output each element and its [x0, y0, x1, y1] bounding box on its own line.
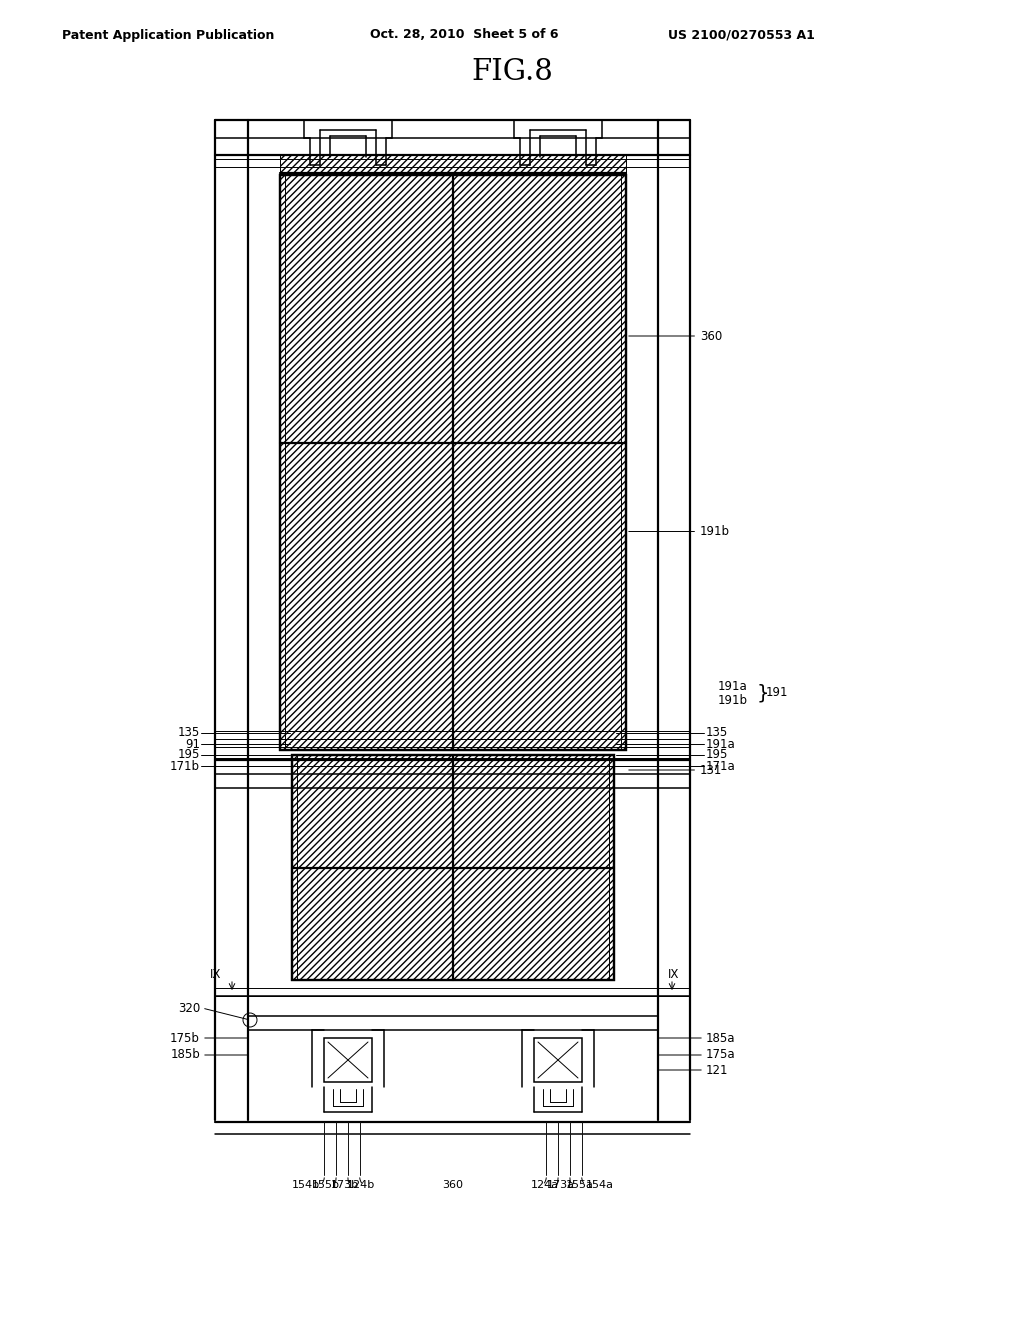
Bar	[280, 176, 626, 750]
Text: 155b: 155b	[312, 1180, 340, 1191]
Text: 155a: 155a	[566, 1180, 594, 1191]
Text: 191a: 191a	[706, 738, 736, 751]
Text: 171a: 171a	[706, 759, 736, 772]
Bar	[324, 1038, 372, 1082]
Text: 173a: 173a	[547, 1180, 575, 1191]
Text: 360: 360	[442, 1180, 464, 1191]
Bar	[292, 755, 614, 979]
Text: 195: 195	[177, 748, 200, 762]
Text: 124a: 124a	[530, 1180, 559, 1191]
Text: 191b: 191b	[718, 693, 748, 706]
Text: 175b: 175b	[170, 1031, 200, 1044]
Text: 121: 121	[706, 1064, 728, 1077]
Text: 131: 131	[629, 763, 722, 776]
Text: 135: 135	[178, 726, 200, 739]
Text: 175a: 175a	[706, 1048, 735, 1061]
Text: FIG.8: FIG.8	[471, 58, 553, 86]
Text: US 2100/0270553 A1: US 2100/0270553 A1	[668, 29, 815, 41]
Text: 195: 195	[706, 748, 728, 762]
Text: 191a: 191a	[718, 680, 748, 693]
Text: Oct. 28, 2010  Sheet 5 of 6: Oct. 28, 2010 Sheet 5 of 6	[370, 29, 558, 41]
Bar	[280, 154, 626, 173]
Text: 320: 320	[178, 1002, 200, 1015]
Text: IX: IX	[210, 969, 221, 982]
Text: 173b: 173b	[331, 1180, 359, 1191]
Text: Patent Application Publication: Patent Application Publication	[62, 29, 274, 41]
Text: 154b: 154b	[292, 1180, 321, 1191]
Text: IX: IX	[668, 969, 679, 982]
Text: 135: 135	[706, 726, 728, 739]
Text: 191b: 191b	[629, 525, 730, 539]
Text: 360: 360	[629, 330, 722, 342]
Text: 191: 191	[766, 686, 788, 700]
Bar	[280, 176, 626, 750]
Bar	[292, 755, 614, 979]
Text: 124b: 124b	[347, 1180, 375, 1191]
Text: 171b: 171b	[170, 759, 200, 772]
Text: 185a: 185a	[706, 1031, 735, 1044]
Bar	[534, 1038, 582, 1082]
Text: }: }	[757, 684, 769, 702]
Text: 154a: 154a	[586, 1180, 614, 1191]
Text: 185b: 185b	[170, 1048, 200, 1061]
Text: 91: 91	[185, 738, 200, 751]
